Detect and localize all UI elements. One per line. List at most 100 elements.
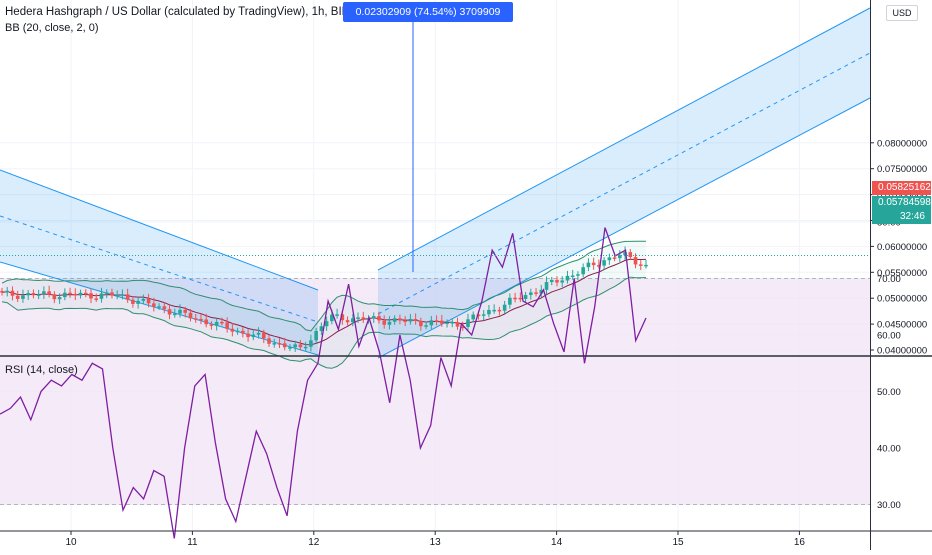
candle-body (225, 322, 229, 329)
price-tick-label: 0.07000000 (877, 190, 927, 201)
candle-body (539, 289, 544, 294)
currency-button[interactable]: USD (886, 5, 918, 21)
candle-body (440, 320, 444, 324)
candle-body (607, 257, 612, 261)
candle-body (47, 291, 51, 295)
candle-body (0, 290, 4, 293)
candle-body (591, 262, 596, 266)
candle-body (356, 317, 360, 319)
candle-body (382, 320, 387, 325)
candle-body (277, 343, 282, 345)
candle-body (136, 300, 140, 304)
up-channel-mid (377, 52, 871, 315)
candle-body (193, 318, 198, 320)
current-price-tag: 0.05825162 (872, 181, 931, 195)
time-tick-label: 16 (794, 537, 806, 548)
candle-body (157, 306, 161, 308)
candle-body (471, 314, 476, 320)
candle-body (602, 260, 606, 266)
up-channel-lower (377, 97, 871, 359)
candle-body (340, 314, 345, 321)
candle-body (246, 333, 250, 338)
candle-body (5, 290, 10, 293)
candle-body (188, 312, 193, 319)
candle-body (623, 252, 627, 256)
up-channel-upper (377, 7, 871, 271)
candle-body (529, 292, 533, 296)
candle-body (10, 290, 15, 296)
candle-body (586, 262, 591, 268)
candle-body (220, 321, 224, 324)
candle-body (230, 328, 235, 332)
candle-body (120, 294, 125, 296)
candle-body (251, 334, 256, 338)
candle-body (345, 320, 350, 323)
candle-body (330, 314, 334, 322)
candle-body (293, 344, 298, 348)
candle-body (298, 344, 303, 348)
candle-body (78, 292, 83, 296)
candle-body (534, 292, 538, 294)
candle-body (492, 309, 496, 312)
candle-body (398, 318, 402, 321)
time-tick-label: 14 (551, 537, 563, 548)
candle-body (419, 320, 423, 327)
candle-body (581, 267, 585, 275)
candle-body (555, 279, 559, 283)
candle-body (549, 279, 554, 283)
price-tick-label: 0.05000000 (877, 294, 927, 305)
candle-body (152, 303, 156, 307)
bb-indicator-label[interactable]: BB (20, close, 2, 0) (5, 22, 99, 34)
candle-body (110, 292, 114, 296)
time-tick-label: 15 (672, 537, 684, 548)
candle-body (565, 275, 570, 281)
candle-body (282, 343, 287, 348)
bb-upper (1, 240, 647, 332)
candle-body (644, 264, 648, 267)
candle-body (576, 274, 580, 276)
rsi-tick-label: 50.00 (877, 387, 901, 398)
candle-body (497, 309, 502, 312)
candle-body (392, 318, 397, 322)
price-tick-label: 0.08000000 (877, 138, 927, 149)
candle-body (597, 265, 601, 267)
candle-body (476, 314, 481, 317)
candle-body (612, 257, 617, 259)
candle-body (361, 317, 366, 320)
candle-body (26, 293, 30, 296)
candle-body (314, 331, 318, 341)
candle-body (403, 320, 407, 322)
candle-body (408, 318, 413, 322)
candlestick-series (0, 246, 648, 352)
candle-body (288, 347, 292, 349)
candle-body (214, 321, 219, 326)
candle-body (172, 313, 177, 316)
rsi-tick-label: 30.00 (877, 500, 901, 511)
candle-body (83, 292, 88, 295)
up-channel (378, 8, 870, 358)
rsi-tick-label: 60.00 (877, 331, 901, 342)
candle-body (445, 322, 449, 325)
candle-body (350, 318, 355, 323)
candle-body (570, 275, 575, 277)
price-tick-label: 0.05500000 (877, 268, 927, 279)
candle-body (560, 280, 565, 283)
candle-body (450, 321, 455, 324)
candle-body (131, 299, 135, 304)
candle-body (487, 309, 491, 315)
candle-body (68, 292, 72, 295)
candle-body (633, 257, 638, 265)
price-tick-label: 0.06000000 (877, 242, 927, 253)
candle-body (335, 314, 339, 316)
price-tick-label: 0.04500000 (877, 320, 927, 331)
candle-body (15, 295, 20, 299)
candle-body (544, 282, 549, 290)
rsi-indicator-label[interactable]: RSI (14, close) (5, 364, 78, 376)
down-channel-upper (0, 169, 319, 291)
candle-body (183, 309, 188, 313)
candle-body (99, 293, 104, 299)
candle-body (89, 293, 93, 299)
candle-body (377, 316, 381, 321)
